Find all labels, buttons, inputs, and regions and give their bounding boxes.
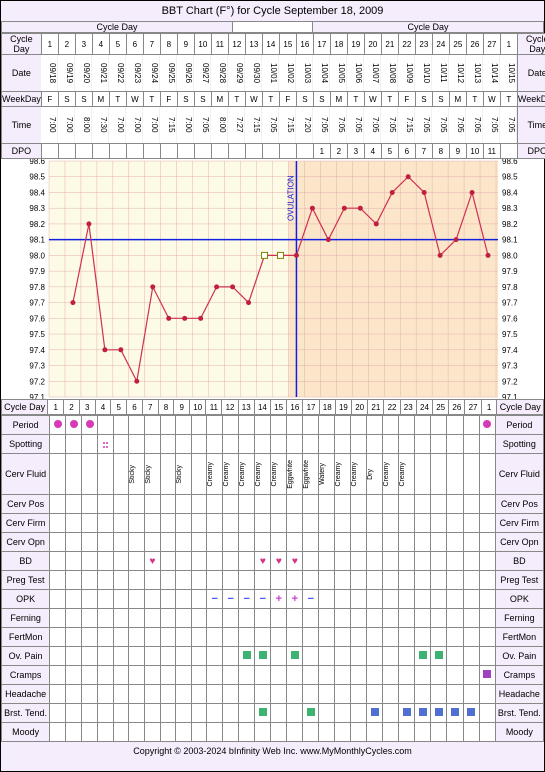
svg-text:97.8: 97.8 [29, 283, 45, 292]
svg-text:97.8: 97.8 [502, 283, 518, 292]
svg-text:98.1: 98.1 [29, 236, 45, 245]
svg-text:97.3: 97.3 [29, 362, 45, 371]
chart-svg: 98.6 98.6 98.5 98.5 98.4 98.4 98.3 98.3 98.2 98.2… [1, 159, 545, 399]
chart-title: BBT Chart (F°) for Cycle September 18, 2… [1, 1, 544, 21]
svg-text:98.2: 98.2 [502, 220, 518, 229]
svg-text:98.0: 98.0 [502, 251, 518, 260]
header-table: Cycle Day Cycle Day [1, 21, 544, 33]
svg-text:97.5: 97.5 [502, 330, 518, 339]
svg-text:97.4: 97.4 [502, 346, 518, 355]
chart-area: 98.6 98.6 98.5 98.5 98.4 98.4 98.3 98.3 98.2 98.2… [1, 159, 544, 399]
bbt-chart-container: BBT Chart (F°) for Cycle September 18, 2… [0, 0, 545, 772]
svg-text:97.1: 97.1 [502, 393, 518, 399]
svg-text:97.2: 97.2 [29, 377, 45, 386]
svg-text:98.6: 98.6 [29, 159, 45, 166]
svg-text:98.0: 98.0 [29, 251, 45, 260]
svg-text:97.9: 97.9 [502, 267, 518, 276]
copyright: Copyright © 2003-2024 bInfinity Web Inc.… [1, 742, 544, 760]
svg-text:98.6: 98.6 [502, 159, 518, 166]
cycle-day-row: Cycle Day Cycle Day [2, 22, 544, 33]
svg-text:97.7: 97.7 [29, 299, 45, 308]
svg-text:98.5: 98.5 [29, 173, 45, 182]
svg-text:97.5: 97.5 [29, 330, 45, 339]
svg-text:98.5: 98.5 [502, 173, 518, 182]
cycle-day-row-bottom: Cycle Day1234567891011121314151617181920… [1, 399, 544, 415]
svg-text:97.6: 97.6 [502, 314, 518, 323]
svg-text:97.1: 97.1 [29, 393, 45, 399]
svg-text:OVULATION: OVULATION [286, 175, 295, 221]
svg-text:97.3: 97.3 [502, 362, 518, 371]
svg-text:98.1: 98.1 [502, 236, 518, 245]
svg-text:97.6: 97.6 [29, 314, 45, 323]
svg-text:97.9: 97.9 [29, 267, 45, 276]
svg-text:97.7: 97.7 [502, 299, 518, 308]
svg-text:98.4: 98.4 [502, 188, 518, 197]
svg-text:98.2: 98.2 [29, 220, 45, 229]
svg-text:97.4: 97.4 [29, 346, 45, 355]
svg-text:97.2: 97.2 [502, 377, 518, 386]
symptom-grid: PeriodPeriodSpottingSpottingCerv FluidSt… [1, 415, 544, 742]
header-grid: Cycle Day1234567891011121314151617181920… [1, 33, 545, 159]
svg-text:98.4: 98.4 [29, 188, 45, 197]
svg-text:98.3: 98.3 [502, 204, 518, 213]
svg-text:98.3: 98.3 [29, 204, 45, 213]
